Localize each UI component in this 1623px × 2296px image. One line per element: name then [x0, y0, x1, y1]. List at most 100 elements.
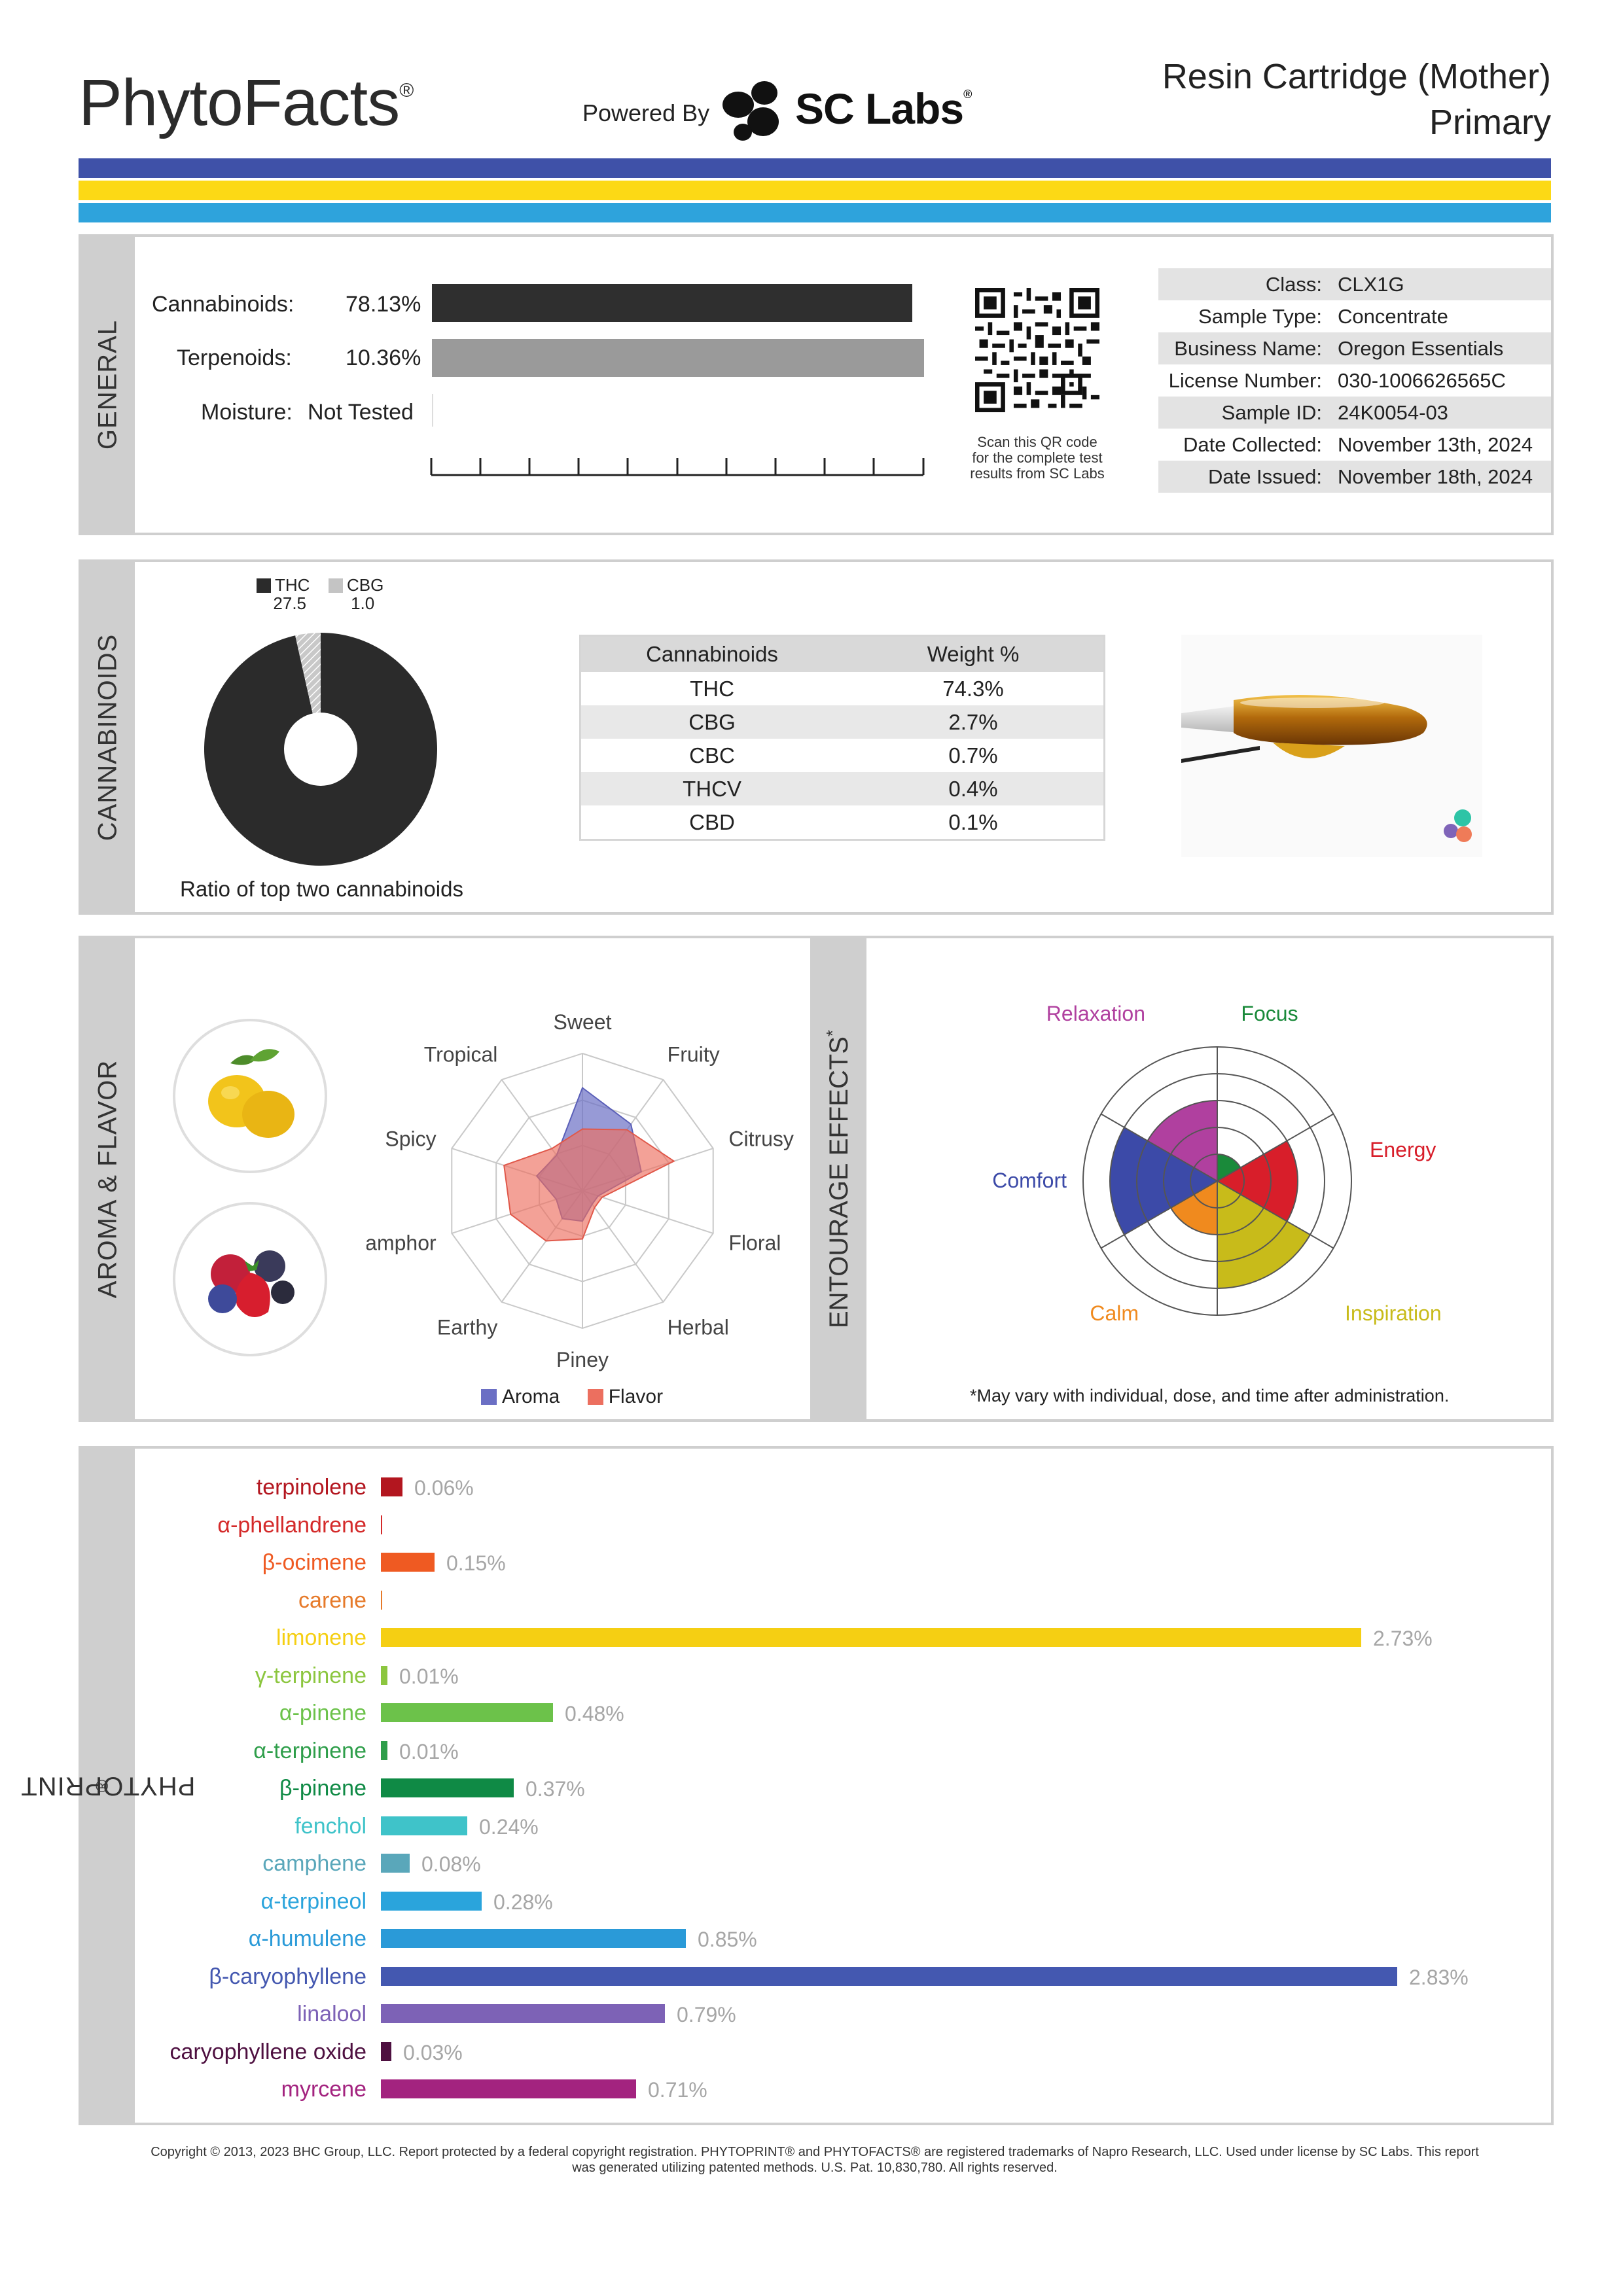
brand-registered-mark: ® [399, 80, 414, 101]
product-title: Resin Cartridge (Mother) Primary [1162, 54, 1551, 145]
aroma-flavor-radar-chart: Sweet Fruity Citrusy Floral Herbal Piney Earth… [366, 1010, 794, 1371]
polar-label-focus: Focus [1241, 1002, 1298, 1025]
table-header-cannabinoids: Cannabinoids [646, 642, 778, 666]
cannabinoids-bar [432, 284, 912, 322]
entourage-note: *May vary with individual, dose, and tim… [970, 1386, 1450, 1405]
table-cell-weight: 74.3% [942, 676, 1004, 701]
moisture-label: Moisture: [201, 400, 293, 425]
entourage-asterisk: * [822, 1029, 842, 1036]
ratio-legend-thc: THC 27.5 [257, 576, 310, 612]
table-row: THCV 0.4% [581, 772, 1103, 805]
info-value: November 18th, 2024 [1338, 465, 1533, 488]
berries-icon [173, 1202, 327, 1356]
table-row: CBD 0.1% [581, 805, 1103, 839]
polar-grid [1082, 1046, 1352, 1316]
polar-label-inspiration: Inspiration [1345, 1301, 1442, 1325]
info-value: Oregon Essentials [1338, 336, 1504, 360]
table-cell-name: THCV [683, 776, 741, 801]
entourage-effects-polar-chart: Focus Energy Inspiration Calm Comfort Relaxat… [992, 1002, 1441, 1325]
aroma-flavor-panel: AROMA & FLAVOR ENTOURAGE EFFECTS* [79, 936, 1554, 1422]
legend-value-thc: 27.5 [273, 593, 307, 613]
header-stripe-blue [79, 158, 1551, 178]
aroma-section-label: AROMA & FLAVOR [93, 1059, 122, 1298]
table-row: CBC 0.7% [581, 739, 1103, 772]
table-cell-weight: 2.7% [948, 709, 998, 734]
radar-axis-label: Sweet [554, 1010, 612, 1034]
qr-code-icon[interactable] [975, 288, 1099, 412]
lab-name: SC Labs [795, 84, 964, 133]
radar-axis-label: Tropical [424, 1042, 498, 1066]
polar-spoke [1217, 1113, 1334, 1182]
polar-wedge-inspiration [1217, 1181, 1311, 1288]
phytoprint-section-label: PHYTOPRINT [20, 1771, 196, 1801]
radar-spoke [582, 1190, 664, 1303]
brand-name: PhytoFacts [79, 66, 400, 139]
phytoprint-section-title: PHYTOPRINT ® [20, 1772, 195, 1801]
info-key: Sample ID: [1221, 400, 1322, 424]
radar-axis-label: Camphor [366, 1231, 437, 1255]
radar-series-flavor [503, 1128, 675, 1242]
polar-label-relaxation: Relaxation [1046, 1002, 1145, 1025]
polar-label-calm: Calm [1090, 1301, 1139, 1325]
donut-hole [284, 713, 357, 786]
product-name: Resin Cartridge (Mother) [1162, 57, 1551, 96]
product-grade: Primary [1429, 103, 1551, 142]
table-cell-name: CBC [689, 743, 735, 768]
polar-wedge-energy [1217, 1140, 1298, 1222]
copyright-line-1: Copyright © 2013, 2023 BHC Group, LLC. R… [151, 2145, 1479, 2159]
radar-axis-label: Citrusy [728, 1127, 794, 1150]
entourage-section-tab: ENTOURAGE EFFECTS* [810, 938, 866, 1419]
header-stripe-yellow [79, 181, 1551, 200]
info-row-class: Class: CLX1G [1158, 268, 1551, 300]
copyright-line-2: was generated utilizing patented methods… [572, 2161, 1058, 2175]
sc-labs-logo-icon [722, 81, 779, 141]
header-stripe-cyan [79, 203, 1551, 222]
info-row-license-number: License Number: 030-1006626565C [1158, 364, 1551, 397]
radar-axis-labels: Sweet Fruity Citrusy Floral Herbal Piney Earth… [366, 1010, 794, 1371]
polar-effect-labels: Focus Energy Inspiration Calm Comfort Relaxat… [992, 1002, 1441, 1325]
info-value: 24K0054-03 [1338, 400, 1448, 424]
cannabinoids-section-tab: CANNABINOIDS [81, 562, 135, 912]
powered-by-label: Powered By [582, 99, 710, 126]
cannabinoid-ratio-donut-chart [204, 633, 437, 866]
qr-caption-line-3: results from SC Labs [970, 465, 1105, 482]
moisture-bar-empty [432, 394, 433, 427]
table-cell-weight: 0.1% [948, 809, 998, 834]
radar-axis-label: Piney [556, 1348, 609, 1371]
entourage-section-label: ENTOURAGE EFFECTS [825, 1036, 854, 1328]
info-key: Business Name: [1174, 336, 1322, 360]
info-key: Date Issued: [1207, 465, 1322, 488]
legend-swatch-thc [257, 578, 271, 593]
qr-caption: Scan this QR code for the complete test … [949, 434, 1126, 482]
moisture-value: Not Tested [308, 400, 414, 425]
info-value: CLX1G [1338, 272, 1404, 296]
legend-swatch-flavor [587, 1389, 603, 1405]
cannabinoids-label: Cannabinoids: [152, 292, 294, 317]
terpenoids-value: 10.36% [346, 345, 421, 370]
info-key: License Number: [1168, 368, 1322, 392]
terpenoids-bar [432, 339, 924, 377]
polar-spoke [1100, 1180, 1218, 1249]
legend-name-cbg: CBG [347, 575, 384, 595]
info-row-date-issued: Date Issued: November 18th, 2024 [1158, 461, 1551, 493]
brand-logo: PhytoFacts® [79, 65, 414, 141]
polar-spoke [1217, 1180, 1334, 1249]
phytoprint-panel: PHYTOPRINT ® [20, 1446, 1554, 2125]
table-cell-name: CBD [689, 809, 735, 834]
ratio-legend-cbg: CBG 1.0 [329, 576, 383, 612]
polar-label-energy: Energy [1370, 1138, 1436, 1161]
sample-info-table: Class: CLX1G Sample Type: Concentrate Busi… [1158, 268, 1551, 493]
table-cell-weight: 0.7% [948, 743, 998, 768]
entourage-section-title: ENTOURAGE EFFECTS* [823, 1029, 854, 1328]
qr-caption-line-1: Scan this QR code [977, 434, 1097, 450]
legend-value-cbg: 1.0 [351, 593, 375, 613]
lemon-icon [173, 1019, 327, 1173]
info-row-business-name: Business Name: Oregon Essentials [1158, 332, 1551, 364]
info-key: Sample Type: [1198, 304, 1322, 328]
info-value: Concentrate [1338, 304, 1448, 328]
legend-swatch-aroma [481, 1389, 497, 1405]
table-row: CBG 2.7% [581, 705, 1103, 739]
cannabinoid-weight-table: Cannabinoids Weight % THC 74.3% CBG 2.7% CB… [579, 635, 1105, 841]
info-value: 030-1006626565C [1338, 368, 1506, 392]
polar-spoke [1100, 1113, 1218, 1182]
